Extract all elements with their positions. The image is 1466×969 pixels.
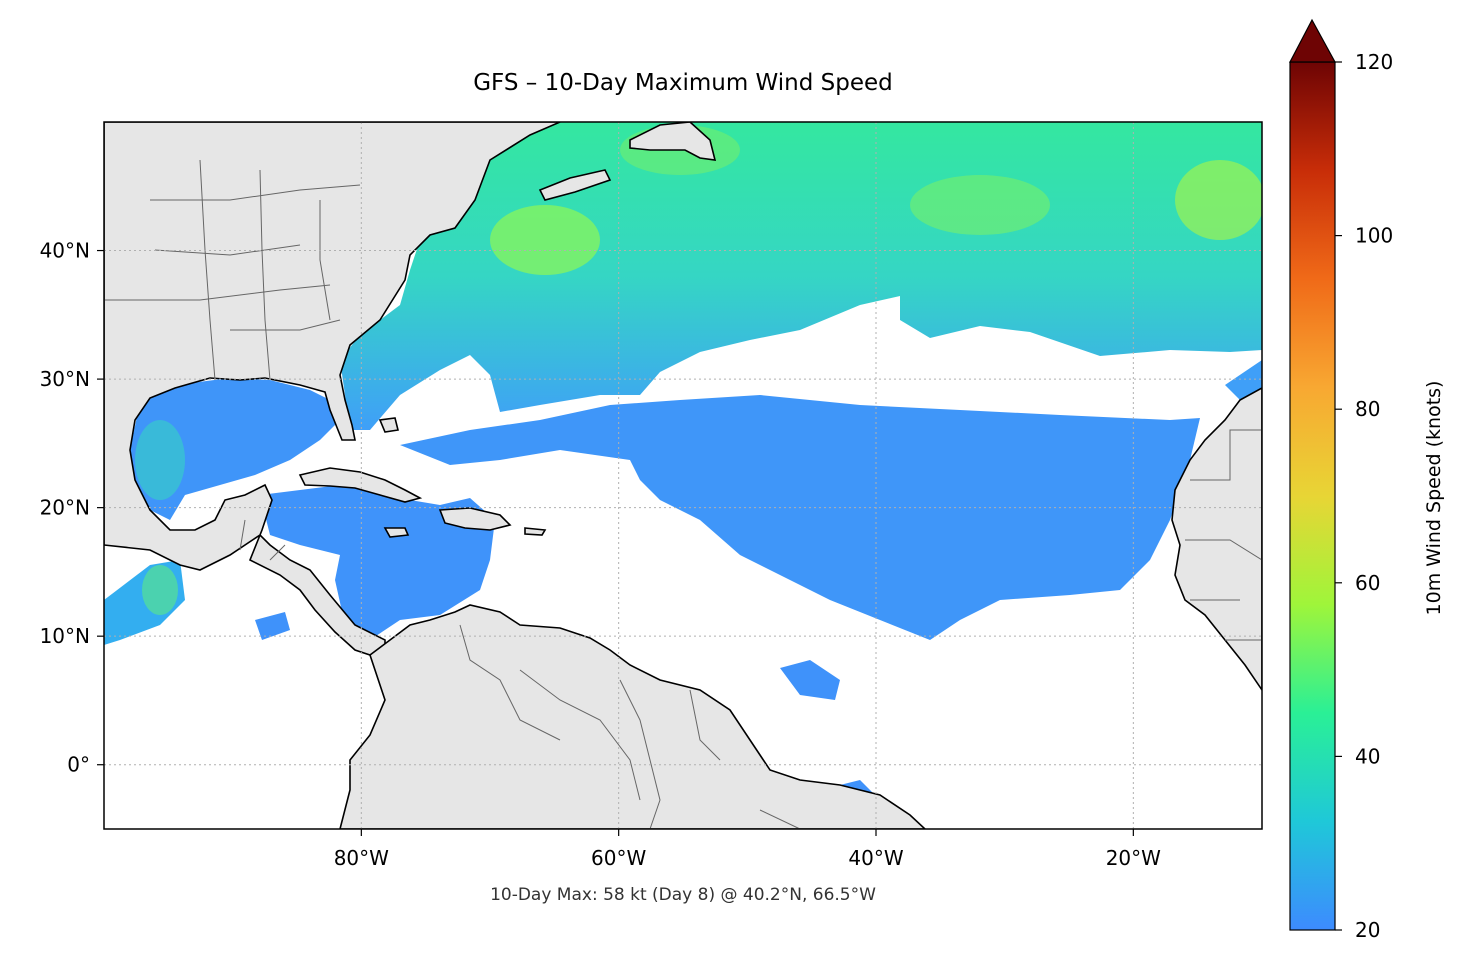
wind-max-nw-atlantic [490,205,600,275]
wind-swirl-central [910,175,1050,235]
map-frame [103,121,1263,830]
colorbar-extend-arrow [1289,18,1337,63]
land-hispaniola [438,507,512,531]
land [104,122,1262,829]
lon-tick-label: 20°W [1106,846,1161,870]
colorbar-tick-label: 60 [1355,571,1380,595]
colorbar-tick-label: 120 [1355,50,1393,74]
wind-patch-atlantic-south [780,660,840,700]
wind-patch-east-pacific [255,612,290,640]
lat-tick-label: 20°N [40,496,90,520]
wind-swirl-east [1175,160,1262,240]
land-cuba [298,467,423,503]
lon-tick-label: 40°W [848,846,903,870]
lat-tick-group: 0° 10°N 20°N 30°N 40°N [40,239,104,777]
max-wind-footnote: 10-Day Max: 58 kt (Day 8) @ 40.2°N, 66.5… [490,885,876,905]
wind-gulf-core [135,420,185,500]
wind-patch-canary [1225,360,1262,400]
lon-tick-group: 80°W 60°W 40°W 20°W [334,829,1161,870]
land-nova-scotia [538,169,612,201]
land-south-america [339,604,927,829]
lon-tick-label: 80°W [334,846,389,870]
colorbar-tick-label: 20 [1355,918,1380,942]
wind-field [104,122,1262,829]
land-cuba-west [378,417,399,433]
lat-tick-label: 30°N [40,367,90,391]
wind-caribbean [260,485,495,640]
political-borders [104,159,1262,829]
land-puerto-rico [524,527,547,536]
colorbar-tick-group: 20 40 60 80 100 120 [1335,50,1393,942]
lon-tick-label: 60°W [591,846,646,870]
colorbar-tick-label: 80 [1355,397,1380,421]
colorbar-tick-label: 40 [1355,744,1380,768]
land-africa [1171,387,1262,692]
land-newfoundland [629,122,717,161]
colorbar: 20 40 60 80 100 120 10m Wind Speed (knots) [1289,18,1445,942]
land-north-america [104,122,561,656]
lat-tick-label: 0° [67,753,90,777]
wind-pacific-core [142,565,178,615]
gridlines [104,122,1262,829]
lat-tick-label: 10°N [40,624,90,648]
map-title: GFS – 10-Day Maximum Wind Speed [473,70,893,96]
colorbar-label: 10m Wind Speed (knots) [1423,381,1445,616]
wind-tropical-band [400,395,1200,640]
land-jamaica [383,527,410,538]
colorbar-tick-label: 100 [1355,224,1393,248]
colorbar-gradient [1289,61,1336,931]
lat-tick-label: 40°N [40,239,90,263]
wind-gulf-of-mexico [130,378,340,520]
